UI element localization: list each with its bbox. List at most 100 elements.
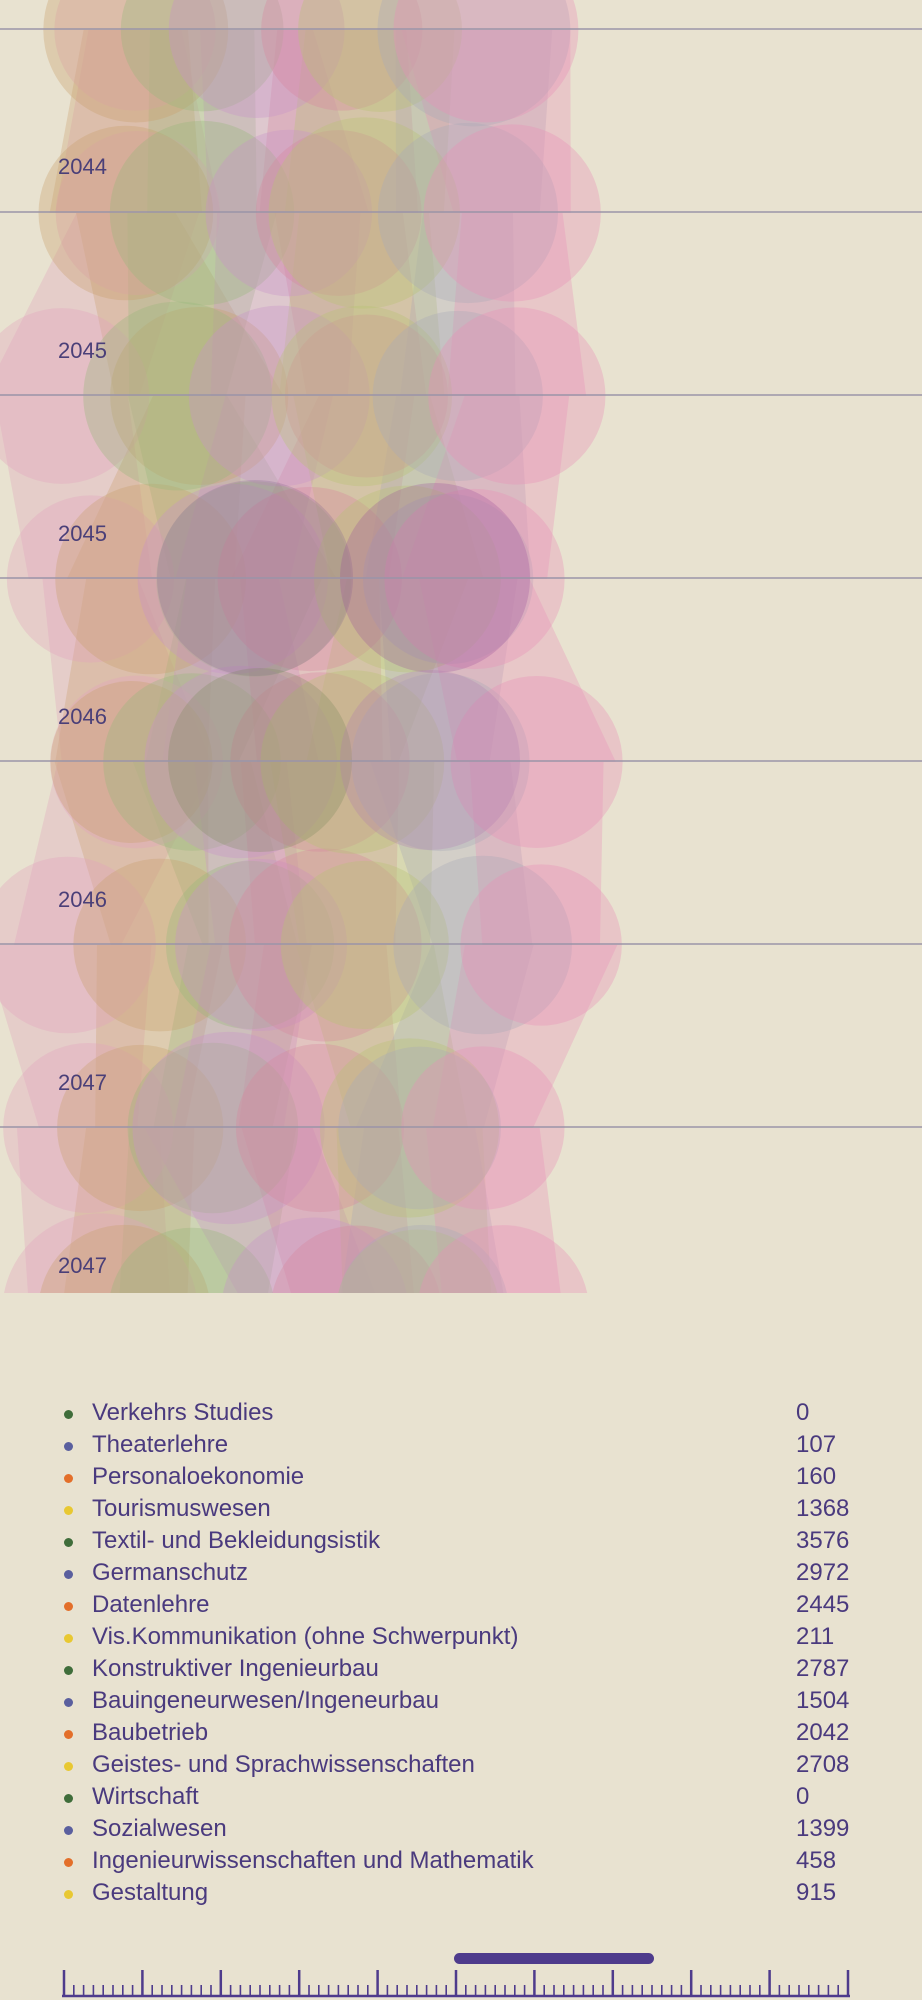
legend-item-value: 2042 (796, 1719, 850, 1746)
stream-band (0, 945, 152, 1128)
bubble[interactable] (83, 301, 273, 491)
bubble[interactable] (261, 0, 423, 111)
bubble[interactable] (127, 1042, 299, 1214)
bubble[interactable] (284, 314, 448, 478)
bubble[interactable] (43, 0, 229, 123)
stream-band (447, 213, 587, 396)
legend-item[interactable]: Tourismuswesen 1368 (62, 1493, 862, 1525)
stream-bands (0, 30, 618, 1293)
bubble[interactable] (55, 130, 220, 296)
legend-item[interactable]: Germanschutz 2972 (62, 1557, 862, 1589)
bubble[interactable] (108, 1227, 275, 1300)
legend-item[interactable]: Gestaltung 915 (62, 1877, 862, 1909)
bubble[interactable] (423, 124, 601, 302)
bubble[interactable] (55, 483, 246, 675)
time-label: 2046 (58, 887, 107, 912)
bubble[interactable] (428, 307, 606, 485)
legend-item[interactable]: Wirtschaft 0 (62, 1781, 862, 1813)
bubble[interactable] (384, 488, 565, 670)
stream-band (144, 1128, 376, 1293)
legend-item[interactable]: Geistes- und Sprachwissenschaften 2708 (62, 1749, 862, 1781)
bubble[interactable] (228, 848, 422, 1042)
stream-band (55, 579, 216, 762)
bubble[interactable] (0, 856, 156, 1034)
bubble[interactable] (38, 125, 214, 301)
bubble[interactable] (314, 485, 501, 673)
bubble[interactable] (450, 675, 623, 849)
bubble[interactable] (336, 1229, 499, 1300)
bubble[interactable] (377, 122, 559, 304)
legend-item-name: Bauingeneurwesen/Ingeneurbau (92, 1687, 439, 1714)
bubble[interactable] (205, 129, 373, 297)
bubble[interactable] (132, 1031, 325, 1225)
bubble[interactable] (137, 483, 328, 675)
bubble[interactable] (103, 673, 281, 851)
bubble[interactable] (271, 305, 453, 487)
time-label: 2047 (58, 1253, 107, 1278)
bubble[interactable] (393, 855, 572, 1035)
bubble[interactable] (6, 495, 175, 663)
legend-item[interactable]: Konstruktiver Ingenieurbau 2787 (62, 1653, 862, 1685)
bubble[interactable] (338, 1046, 501, 1210)
legend-item[interactable]: Verkehrs Studies 0 (62, 1397, 862, 1429)
legend-item[interactable]: Vis.Kommunikation (ohne Schwerpunkt) 211 (62, 1621, 862, 1653)
bubble[interactable] (144, 665, 337, 859)
bubble[interactable] (120, 0, 284, 112)
bubble[interactable] (280, 860, 449, 1030)
bubble[interactable] (0, 308, 150, 484)
bubble[interactable] (319, 1038, 500, 1218)
bubble[interactable] (57, 1044, 224, 1212)
legend-item[interactable]: Datenlehre 2445 (62, 1589, 862, 1621)
legend-dot-icon (64, 1442, 73, 1451)
stream-band (173, 945, 312, 1128)
bubble[interactable] (271, 1225, 442, 1300)
bubble[interactable] (217, 486, 402, 672)
bubble[interactable] (2, 1213, 197, 1300)
bubble[interactable] (417, 1225, 589, 1300)
bubble[interactable] (73, 858, 247, 1032)
bubble[interactable] (50, 681, 213, 843)
bubble[interactable] (188, 305, 370, 487)
scrubber-handle[interactable] (454, 1953, 654, 1964)
legend-item[interactable]: Textil- und Bekleidungsistik 3576 (62, 1525, 862, 1557)
bubble[interactable] (165, 860, 335, 1030)
bubble[interactable] (460, 864, 622, 1026)
bubble[interactable] (38, 1224, 210, 1300)
bubble[interactable] (54, 0, 216, 111)
bubble[interactable] (260, 670, 445, 854)
bubble[interactable] (377, 0, 571, 127)
bubble[interactable] (298, 0, 462, 112)
bubble[interactable] (362, 493, 534, 665)
bubble[interactable] (50, 675, 223, 849)
bubble[interactable] (351, 672, 530, 852)
bubble[interactable] (156, 481, 352, 677)
stream-band (49, 30, 203, 213)
bubble[interactable] (372, 310, 543, 482)
bubble[interactable] (268, 117, 460, 309)
bubble[interactable] (337, 1224, 509, 1300)
bubble[interactable] (168, 668, 352, 852)
bubble[interactable] (109, 120, 295, 306)
legend-item[interactable]: Theaterlehre 107 (62, 1429, 862, 1461)
legend-item[interactable]: Bauingeneurwesen/Ingeneurbau 1504 (62, 1685, 862, 1717)
legend-item[interactable]: Ingenieurwissenschaften und Mathematik 45… (62, 1845, 862, 1877)
bubble[interactable] (221, 1217, 408, 1300)
bubble[interactable] (393, 0, 579, 123)
timeline-ruler[interactable] (62, 1970, 850, 1998)
legend-dot-icon (64, 1666, 73, 1675)
bubble[interactable] (340, 670, 520, 850)
stream-band (16, 1128, 170, 1293)
bubble[interactable] (401, 1046, 565, 1210)
legend-item[interactable]: Personaloekonomie 160 (62, 1461, 862, 1493)
legend-item-value: 160 (796, 1463, 837, 1490)
bubble[interactable] (255, 130, 422, 296)
bubble[interactable] (230, 672, 410, 852)
bubble[interactable] (110, 306, 289, 486)
legend-item-name: Baubetrieb (92, 1719, 209, 1746)
bubble[interactable] (235, 1043, 405, 1213)
bubble[interactable] (175, 859, 348, 1031)
legend-item[interactable]: Baubetrieb 2042 (62, 1717, 862, 1749)
bubble[interactable] (3, 1042, 174, 1214)
timeline-scrubber[interactable] (0, 1940, 922, 2000)
legend-item[interactable]: Sozialwesen 1399 (62, 1813, 862, 1845)
